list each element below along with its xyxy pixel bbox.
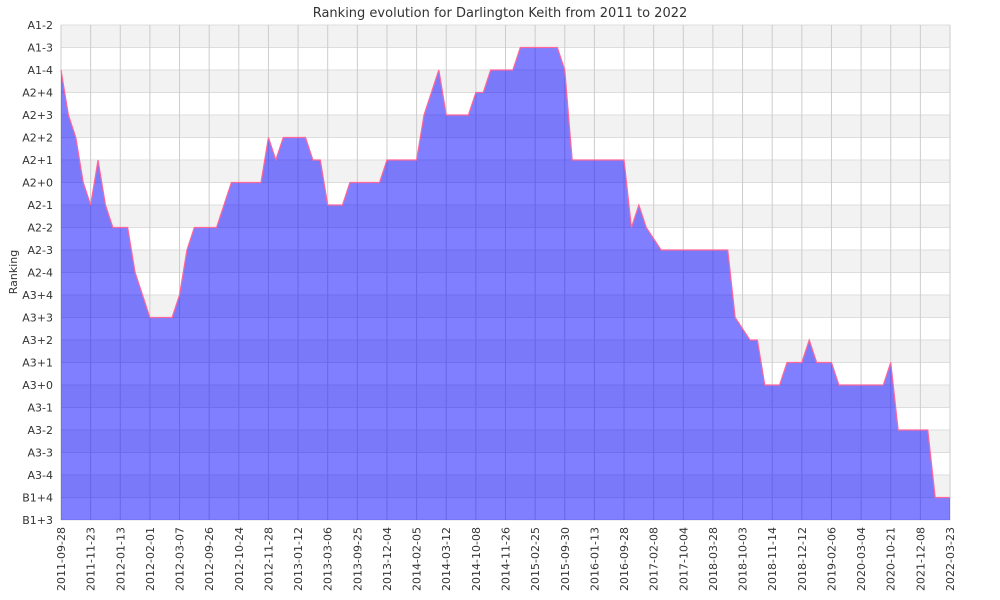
y-tick-label: A2+4: [22, 87, 53, 100]
x-tick-label: 2012-10-24: [233, 527, 246, 591]
y-tick-label: A3-2: [28, 424, 54, 437]
y-tick-label: A2-1: [28, 199, 54, 212]
y-tick-label: A2+0: [22, 177, 53, 190]
x-tick-label: 2012-01-13: [114, 527, 127, 591]
y-tick-label: A2+3: [22, 109, 53, 122]
x-tick-label: 2018-10-03: [737, 527, 750, 591]
y-tick-label: A3-1: [28, 402, 54, 415]
x-tick-label: 2014-02-05: [411, 527, 424, 591]
y-tick-label: A3+4: [22, 289, 53, 302]
x-tick-label: 2012-03-07: [174, 527, 187, 591]
y-tick-label: A1-3: [28, 42, 54, 55]
x-tick-label: 2017-10-04: [677, 527, 690, 591]
x-tick-label: 2012-09-26: [203, 527, 216, 591]
x-tick-label: 2017-02-08: [648, 527, 661, 591]
x-tick-label: 2020-10-21: [885, 527, 898, 591]
chart-title: Ranking evolution for Darlington Keith f…: [313, 6, 688, 21]
x-tick-label: 2013-09-25: [351, 527, 364, 591]
x-tick-label: 2014-03-12: [440, 527, 453, 591]
y-tick-label: A3+2: [22, 334, 53, 347]
ranking-line: [60, 46, 950, 499]
y-tick-label: A3-3: [28, 447, 54, 460]
x-tick-label: 2012-02-01: [144, 527, 157, 591]
y-tick-label: B1+3: [22, 514, 53, 527]
x-tick-label: 2016-01-13: [588, 527, 601, 591]
x-tick-label: 2020-03-04: [855, 527, 868, 591]
y-tick-label: A2+2: [22, 132, 53, 145]
x-tick-label: 2021-12-08: [914, 527, 927, 591]
y-tick-label: A3-4: [28, 469, 54, 482]
x-tick-label: 2015-02-25: [529, 527, 542, 591]
x-tick-label: 2011-11-23: [85, 527, 98, 591]
y-tick-label: A3+0: [22, 379, 53, 392]
x-tick-label: 2018-11-14: [766, 527, 779, 591]
y-tick-label: A2+1: [22, 154, 53, 167]
y-tick-label: A3+3: [22, 312, 53, 325]
y-tick-label: B1+4: [22, 492, 53, 505]
x-tick-label: 2018-12-12: [796, 527, 809, 591]
y-axis-label: Ranking: [7, 250, 20, 295]
x-tick-label: 2018-03-28: [707, 527, 720, 591]
x-tick-label: 2015-09-30: [559, 527, 572, 591]
x-tick-label: 2013-03-06: [322, 527, 335, 591]
x-tick-label: 2011-09-28: [55, 527, 68, 591]
y-tick-label: A1-2: [28, 19, 54, 32]
x-tick-label: 2019-02-06: [825, 527, 838, 591]
x-tick-label: 2016-09-28: [618, 527, 631, 591]
y-tick-label: A2-2: [28, 222, 54, 235]
y-tick-label: A2-3: [28, 244, 54, 257]
x-tick-label: 2013-12-04: [381, 527, 394, 591]
x-tick-label: 2022-03-23: [944, 527, 957, 591]
x-tick-label: 2014-10-08: [470, 527, 483, 591]
x-tick-label: 2013-01-12: [292, 527, 305, 591]
y-tick-label: A2-4: [28, 267, 54, 280]
x-tick-label: 2012-11-28: [262, 527, 275, 591]
ranking-area: [61, 47, 950, 520]
x-tick-label: 2014-11-26: [500, 527, 513, 591]
y-tick-label: A3+1: [22, 357, 53, 370]
y-tick-label: A1-4: [28, 64, 54, 77]
